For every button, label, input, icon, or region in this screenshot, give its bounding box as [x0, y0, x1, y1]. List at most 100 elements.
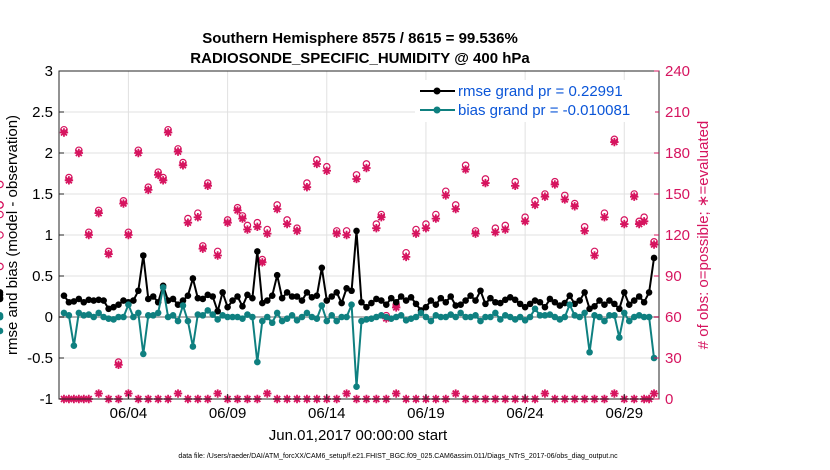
bias-point	[249, 313, 256, 321]
rmse-point	[278, 294, 286, 302]
bias-point	[635, 312, 643, 319]
bias-point	[189, 343, 197, 350]
rmse-point	[130, 297, 137, 304]
rmse-point	[100, 297, 107, 304]
rmse-point	[85, 296, 93, 304]
legend-rmse-marker	[433, 87, 441, 95]
bias-point	[105, 315, 112, 322]
obs-evaluated-marker	[630, 192, 639, 201]
rmse-point	[318, 264, 326, 272]
rmse-point	[397, 293, 405, 300]
bias-point	[70, 342, 78, 350]
rmse-point	[204, 291, 212, 299]
obs-zero-marker	[94, 389, 103, 398]
rmse-point	[199, 295, 207, 303]
y-tick-label: -0.5	[27, 350, 53, 367]
y-axis-ticks: 3 2.5 2 1.5 1 0.5 0 -0.5 -1	[27, 63, 64, 408]
data-series	[0, 227, 658, 391]
obs-possible-marker	[0, 231, 4, 239]
rmse-point	[501, 296, 509, 304]
obs-evaluated-marker	[84, 230, 93, 240]
rmse-point	[189, 275, 197, 282]
y2-tick-label: 60	[665, 309, 682, 326]
bias-point	[447, 311, 455, 318]
bias-point	[551, 313, 559, 321]
x-axis-ticks: 06/04 06/09 06/14 06/19 06/24 06/29	[110, 394, 643, 422]
rmse-point	[556, 302, 564, 309]
bias-point	[293, 316, 301, 324]
obs-evaluated-marker	[610, 137, 619, 147]
rmse-point	[283, 289, 291, 296]
bias-point	[229, 313, 236, 321]
rmse-point	[139, 252, 147, 259]
bias-point	[457, 309, 464, 317]
bias-point	[209, 311, 217, 318]
bias-point	[546, 311, 554, 318]
rmse-point	[135, 287, 142, 295]
rmse-point	[611, 300, 618, 308]
obs-evaluated-marker	[332, 229, 341, 238]
bias-point	[601, 317, 608, 325]
rmse-point	[402, 297, 410, 304]
bias-point	[497, 316, 504, 323]
legend-box	[415, 80, 655, 122]
rmse-point	[566, 292, 574, 299]
obs-evaluated-marker	[302, 182, 312, 192]
rmse-point	[427, 297, 435, 304]
rmse-point	[422, 303, 430, 311]
y2-tick-label: 150	[665, 186, 690, 203]
rmse-point	[482, 300, 489, 308]
rmse-point	[497, 299, 504, 307]
rmse-point	[581, 289, 588, 296]
rmse-point	[110, 303, 117, 311]
obs-evaluated-marker	[258, 258, 267, 267]
bias-point	[288, 312, 296, 319]
bias-point	[333, 317, 340, 325]
obs-evaluated-marker	[163, 128, 173, 137]
bias-point	[462, 313, 469, 321]
obs-evaluated-marker	[158, 176, 168, 185]
obs-evaluated-marker	[94, 208, 103, 218]
rmse-point	[239, 303, 246, 310]
bias-point	[0, 327, 4, 335]
rmse-point	[358, 298, 365, 306]
bias-point	[174, 317, 182, 325]
obs-evaluated-marker	[263, 229, 272, 238]
bias-point	[244, 311, 251, 318]
bias-point	[154, 309, 162, 317]
bias-point	[268, 319, 276, 327]
rmse-point	[650, 254, 658, 262]
obs-evaluated-marker	[590, 251, 599, 260]
bias-point	[571, 312, 579, 319]
rmse-point	[120, 297, 127, 304]
rmse-point	[353, 227, 360, 235]
y2-tick-label: 0	[665, 391, 673, 408]
bias-point	[358, 317, 365, 325]
bias-point	[511, 316, 519, 323]
rmse-point	[115, 301, 122, 309]
bias-point	[323, 317, 331, 325]
rmse-point	[229, 297, 236, 304]
rmse-point	[432, 301, 440, 309]
rmse-point	[640, 298, 648, 306]
rmse-point	[293, 293, 301, 300]
bias-point	[467, 313, 474, 321]
y2-tick-label: 210	[665, 104, 690, 121]
x-tick-label: 06/24	[506, 405, 544, 422]
rmse-point	[303, 289, 311, 296]
obs-evaluated-marker	[124, 230, 133, 240]
rmse-point	[373, 295, 380, 303]
rmse-point	[244, 291, 251, 299]
obs-zero-marker	[173, 389, 183, 398]
x-tick-label: 06/29	[606, 405, 644, 422]
obs-evaluated-marker	[322, 166, 331, 175]
rmse-point	[620, 289, 628, 296]
chart-subtitle: RADIOSONDE_SPECIFIC_HUMIDITY @ 400 hPa	[190, 50, 530, 67]
bias-point	[487, 313, 494, 321]
bias-point	[194, 311, 202, 318]
obs-possible-marker	[0, 201, 4, 209]
obs-evaluated-marker	[391, 303, 401, 312]
rmse-point	[209, 293, 217, 300]
obs-evaluated-marker	[411, 229, 421, 238]
